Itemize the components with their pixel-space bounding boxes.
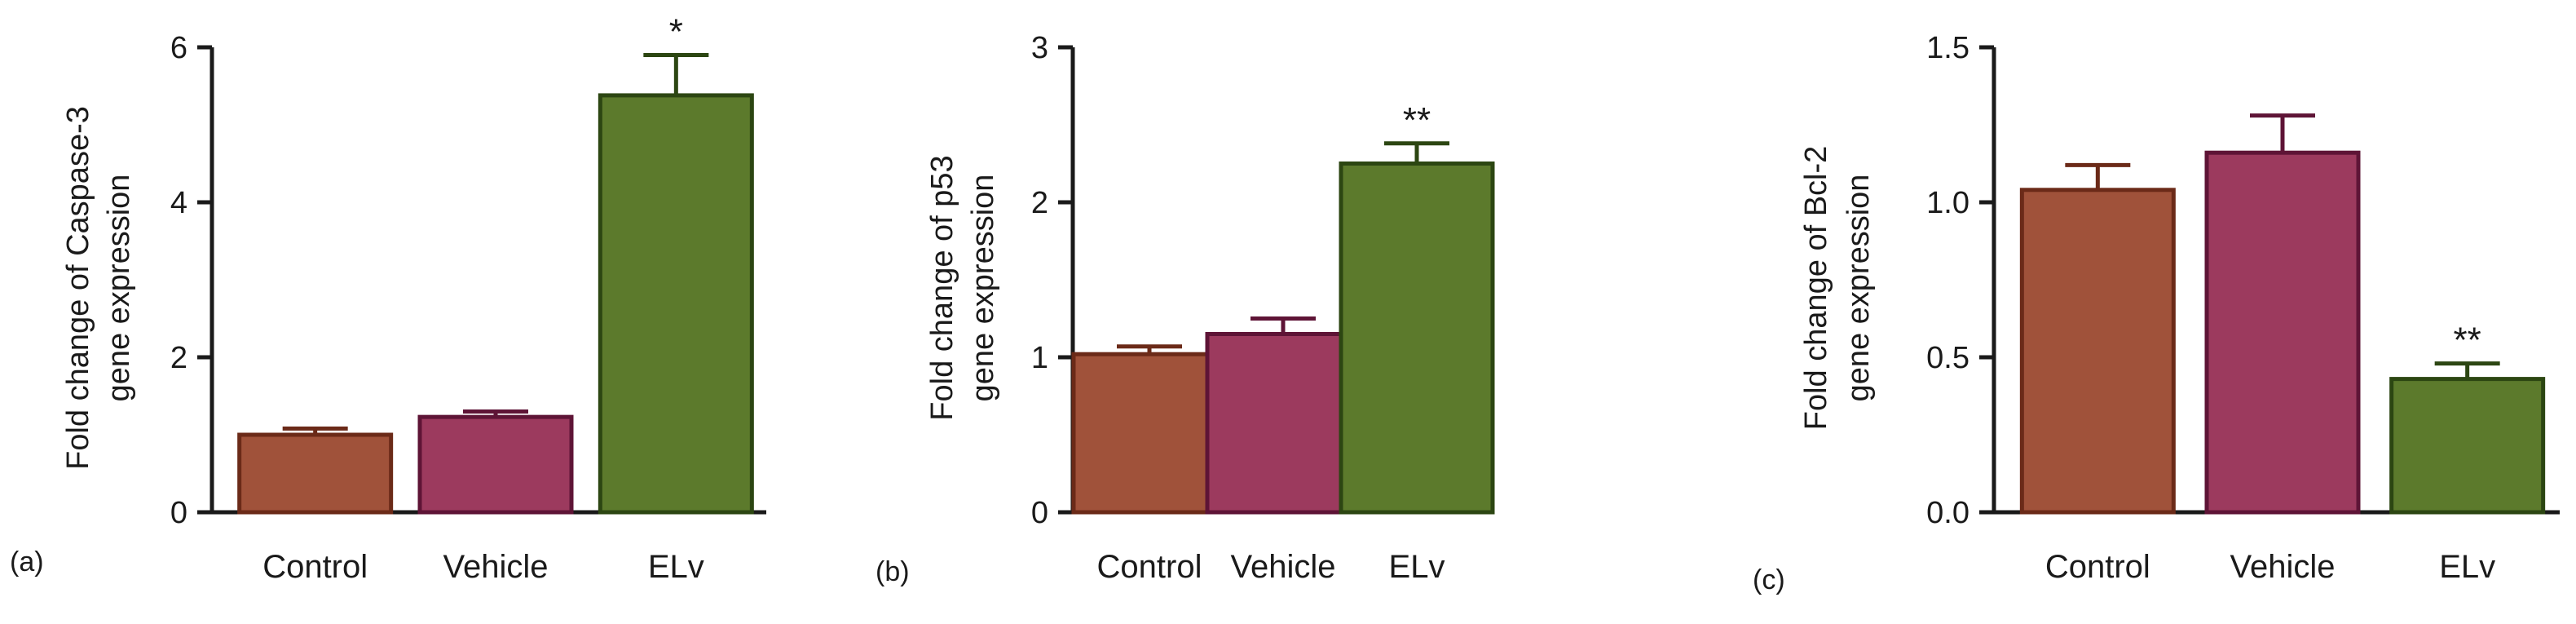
- panel-b-category-label-vehicle: Vehicle: [1231, 549, 1336, 585]
- panel-b-category-label-control: Control: [1097, 549, 1202, 585]
- panel-a-significance-elv: *: [669, 12, 683, 52]
- panel-b-bar-vehicle: [1205, 332, 1361, 515]
- panel-a-category-label-elv: ELv: [648, 549, 704, 585]
- panel-b-significance-elv: **: [1403, 100, 1431, 140]
- panel-a-bar-elv: [598, 93, 754, 515]
- panel-b-ytick-label: 3: [1031, 31, 1048, 65]
- panel-c-ytick-label: 0.5: [1926, 341, 1969, 375]
- panel-c-ylabel-line2: gene expression: [1842, 175, 1876, 402]
- panel-c-category-label-control: Control: [2045, 549, 2150, 585]
- panel-c-significance-elv: **: [2454, 321, 2481, 361]
- panel-a-category-label-control: Control: [262, 549, 368, 585]
- panel-a-ytick-label: 2: [170, 341, 187, 375]
- panel-c-ytick-label: 0.0: [1926, 496, 1969, 530]
- panel-b-category-label-elv: ELv: [1389, 549, 1445, 585]
- panel-a-letter: (a): [10, 547, 44, 578]
- panel-b-letter: (b): [876, 556, 910, 587]
- panel-a-category-label-vehicle: Vehicle: [443, 549, 549, 585]
- panel-c-ytick-label: 1.5: [1926, 31, 1969, 65]
- panel-c-bar-vehicle: [2204, 150, 2361, 515]
- panel-c-bar-elv: [2389, 377, 2546, 515]
- panel-a-bar-vehicle: [417, 414, 574, 515]
- panel-a-ylabel-line1: Fold change of Caspase-3: [61, 106, 95, 470]
- panel-b-bar-elv: [1339, 162, 1495, 515]
- panel-b-ytick-label: 1: [1031, 341, 1048, 375]
- panel-b-ylabel-line1: Fold change of p53: [925, 155, 959, 420]
- panel-a-ytick-label: 0: [170, 496, 187, 530]
- panel-a-ytick-label: 6: [170, 31, 187, 65]
- panel-c-letter: (c): [1753, 564, 1785, 595]
- panel-c-bar-control: [2019, 188, 2176, 515]
- panel-a-bar-control: [237, 432, 394, 515]
- panel-b-ytick-label: 2: [1031, 186, 1048, 220]
- panel-c-ylabel-line1: Fold change of Bcl-2: [1799, 146, 1833, 431]
- panel-c-category-label-vehicle: Vehicle: [2230, 549, 2336, 585]
- panel-a-ytick-label: 4: [170, 186, 187, 220]
- panel-a-ylabel-line2: gene expression: [102, 175, 136, 402]
- panel-b-ytick-label: 0: [1031, 496, 1048, 530]
- panel-b-bar-control: [1071, 352, 1228, 515]
- panel-b-ylabel-line2: gene expression: [966, 175, 1000, 402]
- panel-c-ytick-label: 1.0: [1926, 186, 1969, 220]
- panel-c-category-label-elv: ELv: [2439, 549, 2495, 585]
